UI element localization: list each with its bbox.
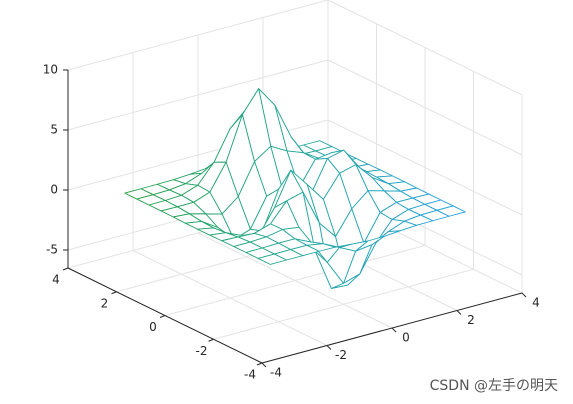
y-tick <box>159 315 166 318</box>
mesh-cell <box>257 253 287 265</box>
y-tick <box>62 267 69 271</box>
y-tick <box>208 338 214 342</box>
wall-grid-line <box>327 0 523 96</box>
z-tick-label: 10 <box>43 63 58 77</box>
y-tick-label: 2 <box>101 296 109 310</box>
y-tick-label: -4 <box>244 368 256 382</box>
floor-grid-line <box>164 245 426 316</box>
x-tick-label: 0 <box>402 331 410 345</box>
x-tick-label: 4 <box>532 296 540 310</box>
floor-grid-line <box>213 268 474 340</box>
x-tick-label: -2 <box>335 348 347 362</box>
z-tick-label: -5 <box>46 243 58 257</box>
x-tick <box>456 310 462 315</box>
wall-grid-line <box>327 59 523 156</box>
x-tick <box>391 327 397 333</box>
y-tick <box>111 291 117 295</box>
z-tick-label: 0 <box>50 183 58 197</box>
x-tick <box>326 345 332 350</box>
watermark: CSDN @左手の明天 <box>430 378 558 394</box>
y-tick <box>256 362 263 366</box>
wall-grid-line <box>327 119 523 216</box>
y-tick-label: -2 <box>196 344 208 358</box>
mesh <box>124 88 466 289</box>
x-tick <box>261 362 267 368</box>
z-tick-label: 5 <box>50 123 58 137</box>
x-tick-label: -4 <box>270 366 282 380</box>
y-tick-label: 0 <box>149 320 157 334</box>
axes: -4 -2 0 2 4 -4 -2 0 2 4 -5 0 5 10 <box>43 63 540 382</box>
x-tick <box>521 292 527 298</box>
wall-grid-line <box>67 0 329 71</box>
wall-grid-line <box>67 59 329 131</box>
y-tick-label: 4 <box>52 273 60 287</box>
x-tick-label: 2 <box>467 313 475 327</box>
